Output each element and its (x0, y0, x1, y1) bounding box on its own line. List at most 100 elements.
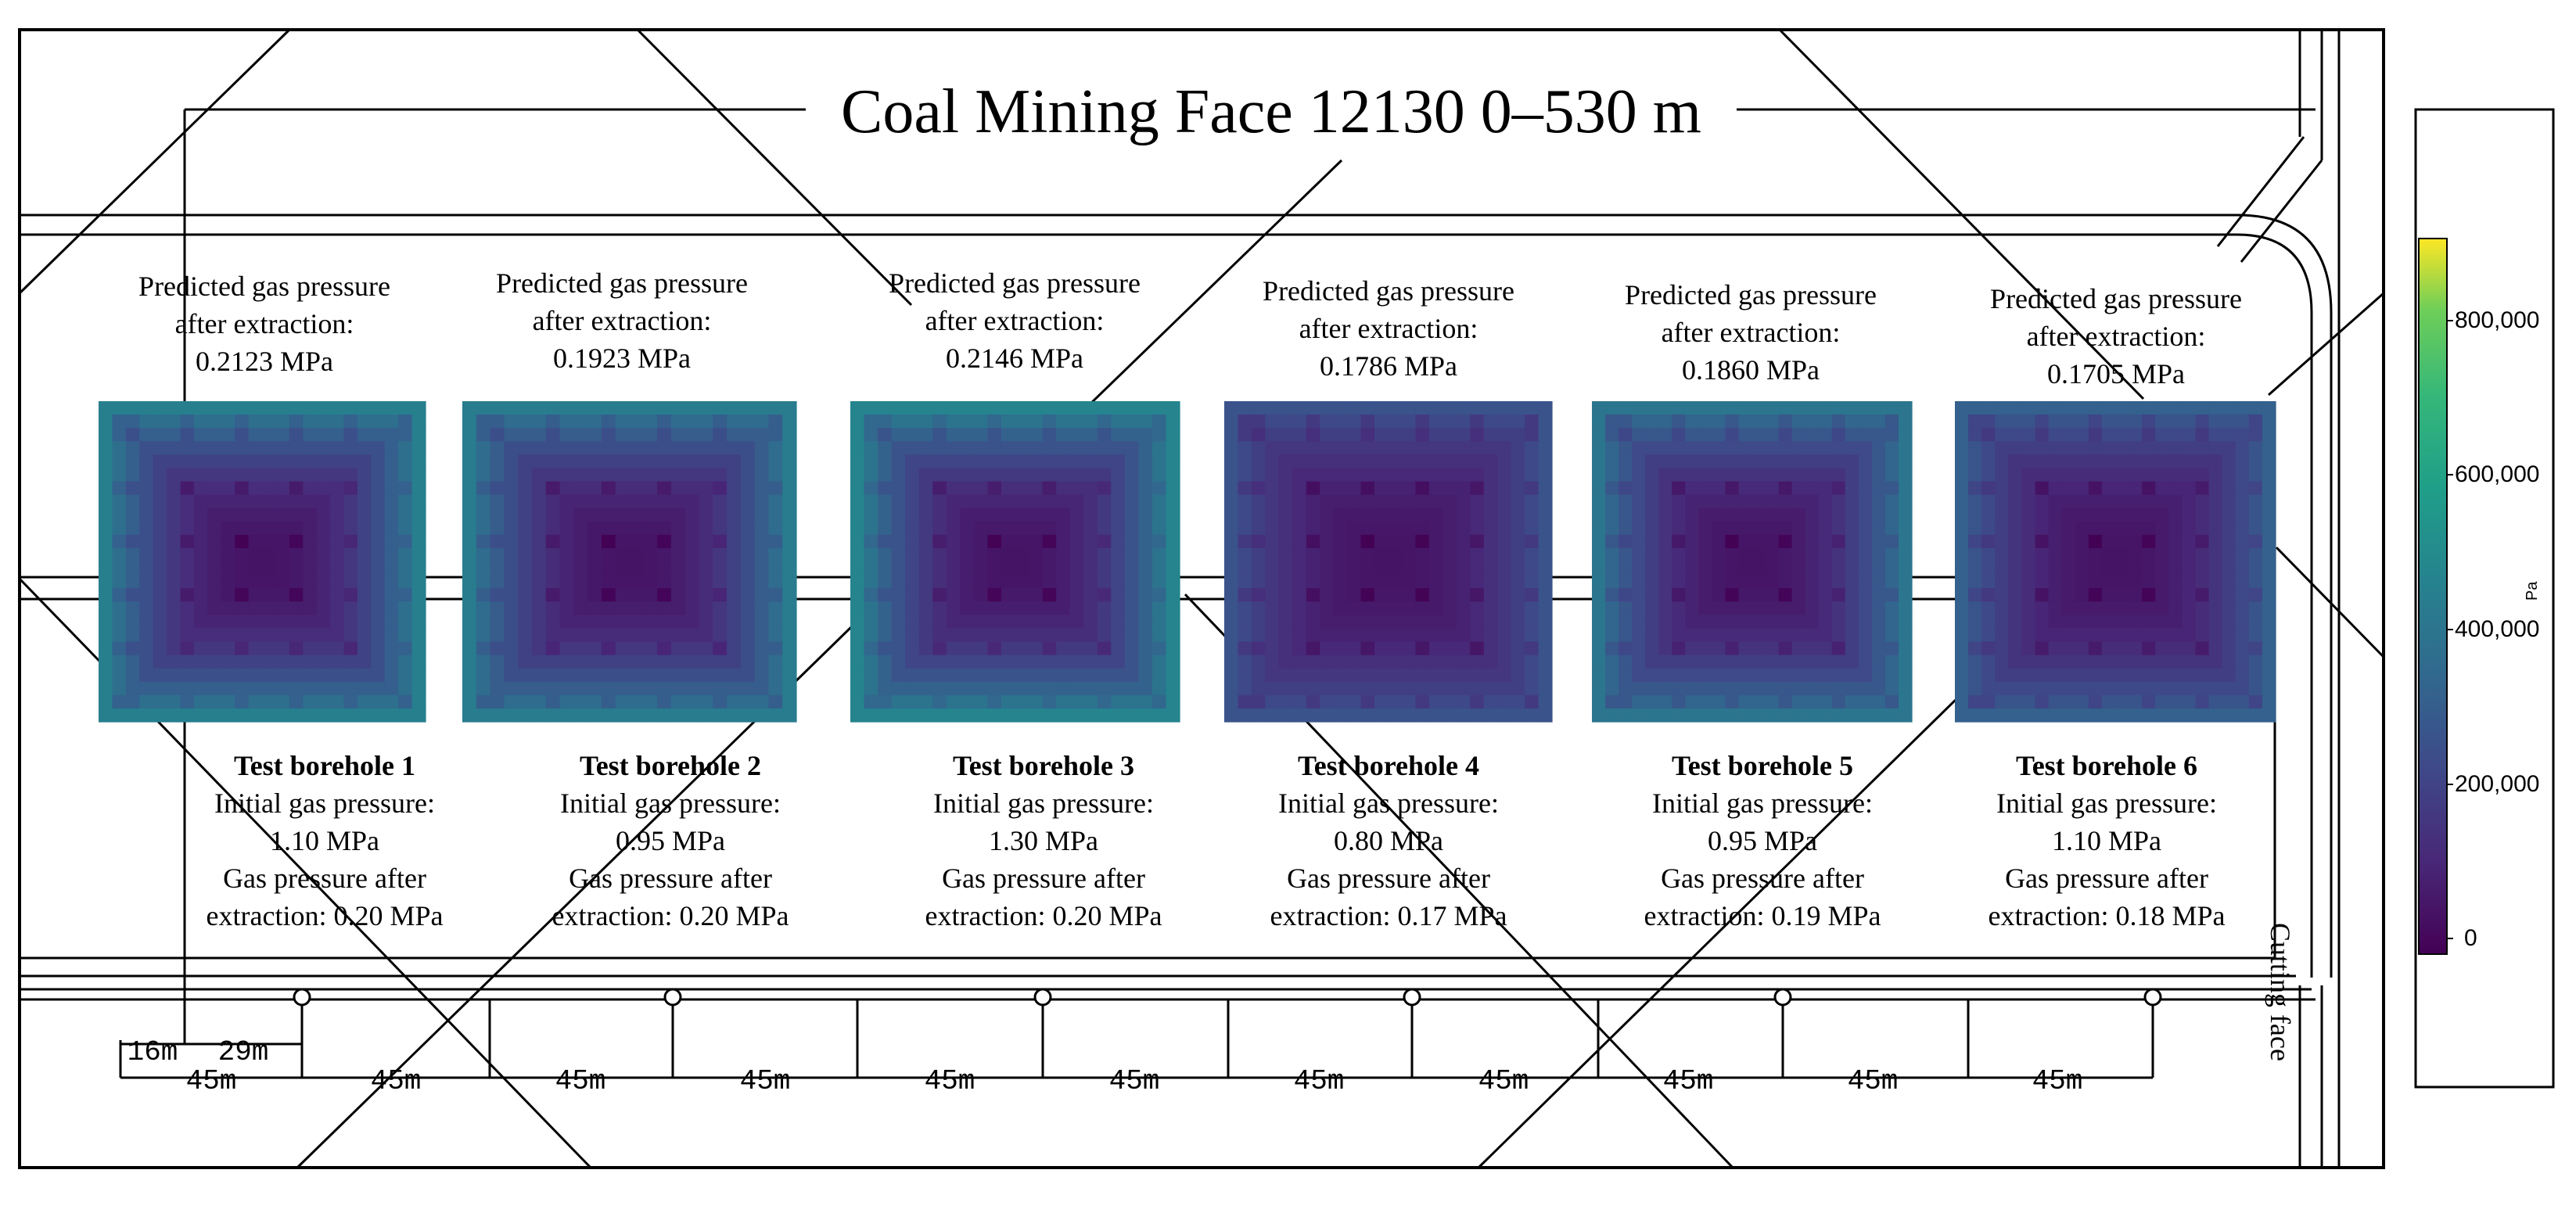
borehole-title: Test borehole 2 (579, 750, 761, 781)
heatmap-cell (2061, 494, 2076, 509)
heatmap-cell (1955, 508, 1969, 522)
heatmap-cell (139, 668, 154, 683)
heatmap-cell (1251, 494, 1266, 509)
heatmap-cell (1778, 454, 1793, 469)
heatmap-cell (1151, 628, 1167, 643)
heatmap-cell (1791, 601, 1806, 615)
heatmap-cell (1898, 588, 1913, 602)
heatmap-cell (1097, 428, 1112, 442)
heatmap-cell (657, 562, 672, 576)
heatmap-cell (371, 668, 386, 683)
heatmap-cell (2061, 668, 2076, 683)
heatmap-cell (1111, 468, 1126, 483)
heatmap-cell (1124, 694, 1139, 709)
heatmap-cell (504, 521, 519, 536)
heatmap-cell (615, 508, 631, 522)
heatmap-cell (1538, 708, 1553, 723)
heatmap-cell (2248, 615, 2263, 630)
heatmap-cell (987, 521, 1002, 536)
heatmap-cell (1388, 468, 1403, 483)
heatmap-cell (139, 708, 154, 723)
heatmap-cell (713, 668, 728, 683)
heatmap-cell (768, 668, 783, 683)
heatmap-cell (1124, 547, 1139, 562)
heatmap-cell (2168, 534, 2183, 549)
heatmap-cell (2129, 562, 2143, 576)
heatmap-cell (2021, 694, 2036, 709)
heatmap-cell (1778, 668, 1793, 683)
heatmap-cell (221, 562, 235, 576)
heatmap-cell (1097, 414, 1112, 429)
heatmap-cell (1845, 628, 1859, 643)
heatmap-cell (2182, 562, 2197, 576)
heatmap-cell (1765, 628, 1780, 643)
heatmap-cell (699, 414, 713, 429)
heatmap-cell (2129, 481, 2143, 496)
heatmap-cell (1265, 668, 1280, 683)
heatmap-cell (699, 521, 713, 536)
heatmap-cell (1320, 668, 1335, 683)
heatmap-cell (1015, 641, 1029, 656)
heatmap-cell (782, 547, 797, 562)
heatmap-cell (1605, 494, 1619, 509)
heatmap-cell (670, 641, 686, 656)
heatmap-cell (343, 588, 358, 602)
heatmap-cell (1778, 681, 1793, 696)
heatmap-cell (1712, 494, 1726, 509)
heatmap-cell (878, 655, 893, 669)
heatmap-cell (615, 494, 631, 509)
heatmap-cell (1605, 534, 1619, 549)
pred-value: 0.1786 MPa (1319, 350, 1457, 382)
heatmap-cell (2222, 562, 2236, 576)
heatmap-cell (727, 481, 742, 496)
heatmap-cell (573, 708, 588, 723)
heatmap-cell (1645, 681, 1659, 696)
heatmap-cell (1725, 708, 1740, 723)
heatmap-cell (139, 401, 154, 415)
heatmap-cell (1845, 588, 1859, 602)
heatmap-cell (1224, 441, 1239, 455)
heatmap-cell (864, 521, 878, 536)
heatmap-cell (699, 668, 713, 683)
heatmap-cell (1538, 668, 1553, 683)
heatmap-cell (782, 641, 797, 656)
heatmap-cell (1001, 668, 1016, 683)
heatmap-cell (125, 641, 140, 656)
heatmap-cell (1955, 401, 1969, 415)
heatmap-cell (221, 615, 235, 630)
heatmap-cell (1751, 694, 1766, 709)
heatmap-cell (699, 641, 713, 656)
heatmap-cell (112, 428, 127, 442)
heatmap-cell (2115, 508, 2129, 522)
heatmap-cell (2235, 562, 2250, 576)
heatmap-cell (275, 615, 290, 630)
heatmap-cell (713, 655, 728, 669)
heatmap-cell (357, 641, 372, 656)
heatmap-cell (768, 481, 783, 496)
heatmap-cell (1097, 708, 1112, 723)
heatmap-cell (153, 601, 167, 615)
heatmap-cell (316, 494, 331, 509)
heatmap-cell (275, 468, 290, 483)
heatmap-cell (112, 521, 127, 536)
heatmap-cell (476, 441, 491, 455)
heatmap-cell (573, 481, 588, 496)
heatmap-cell (2262, 628, 2276, 643)
heatmap-cell (343, 562, 358, 576)
heatmap-cell (1605, 575, 1619, 589)
heatmap-cell (2008, 562, 2023, 576)
heatmap-cell (330, 454, 345, 469)
heatmap-cell (891, 481, 906, 496)
heatmap-cell (248, 628, 263, 643)
heatmap-cell (99, 481, 113, 496)
heatmap-cell (2155, 575, 2169, 589)
heatmap-cell (139, 454, 154, 469)
heatmap-cell (2262, 481, 2276, 496)
heatmap-cell (1069, 468, 1084, 483)
heatmap-cell (1858, 681, 1873, 696)
heatmap-cell (768, 655, 783, 669)
heatmap-cell (1871, 601, 1886, 615)
heatmap-cell (139, 494, 154, 509)
heatmap-cell (2048, 481, 2063, 496)
heatmap-cell (2061, 401, 2076, 415)
